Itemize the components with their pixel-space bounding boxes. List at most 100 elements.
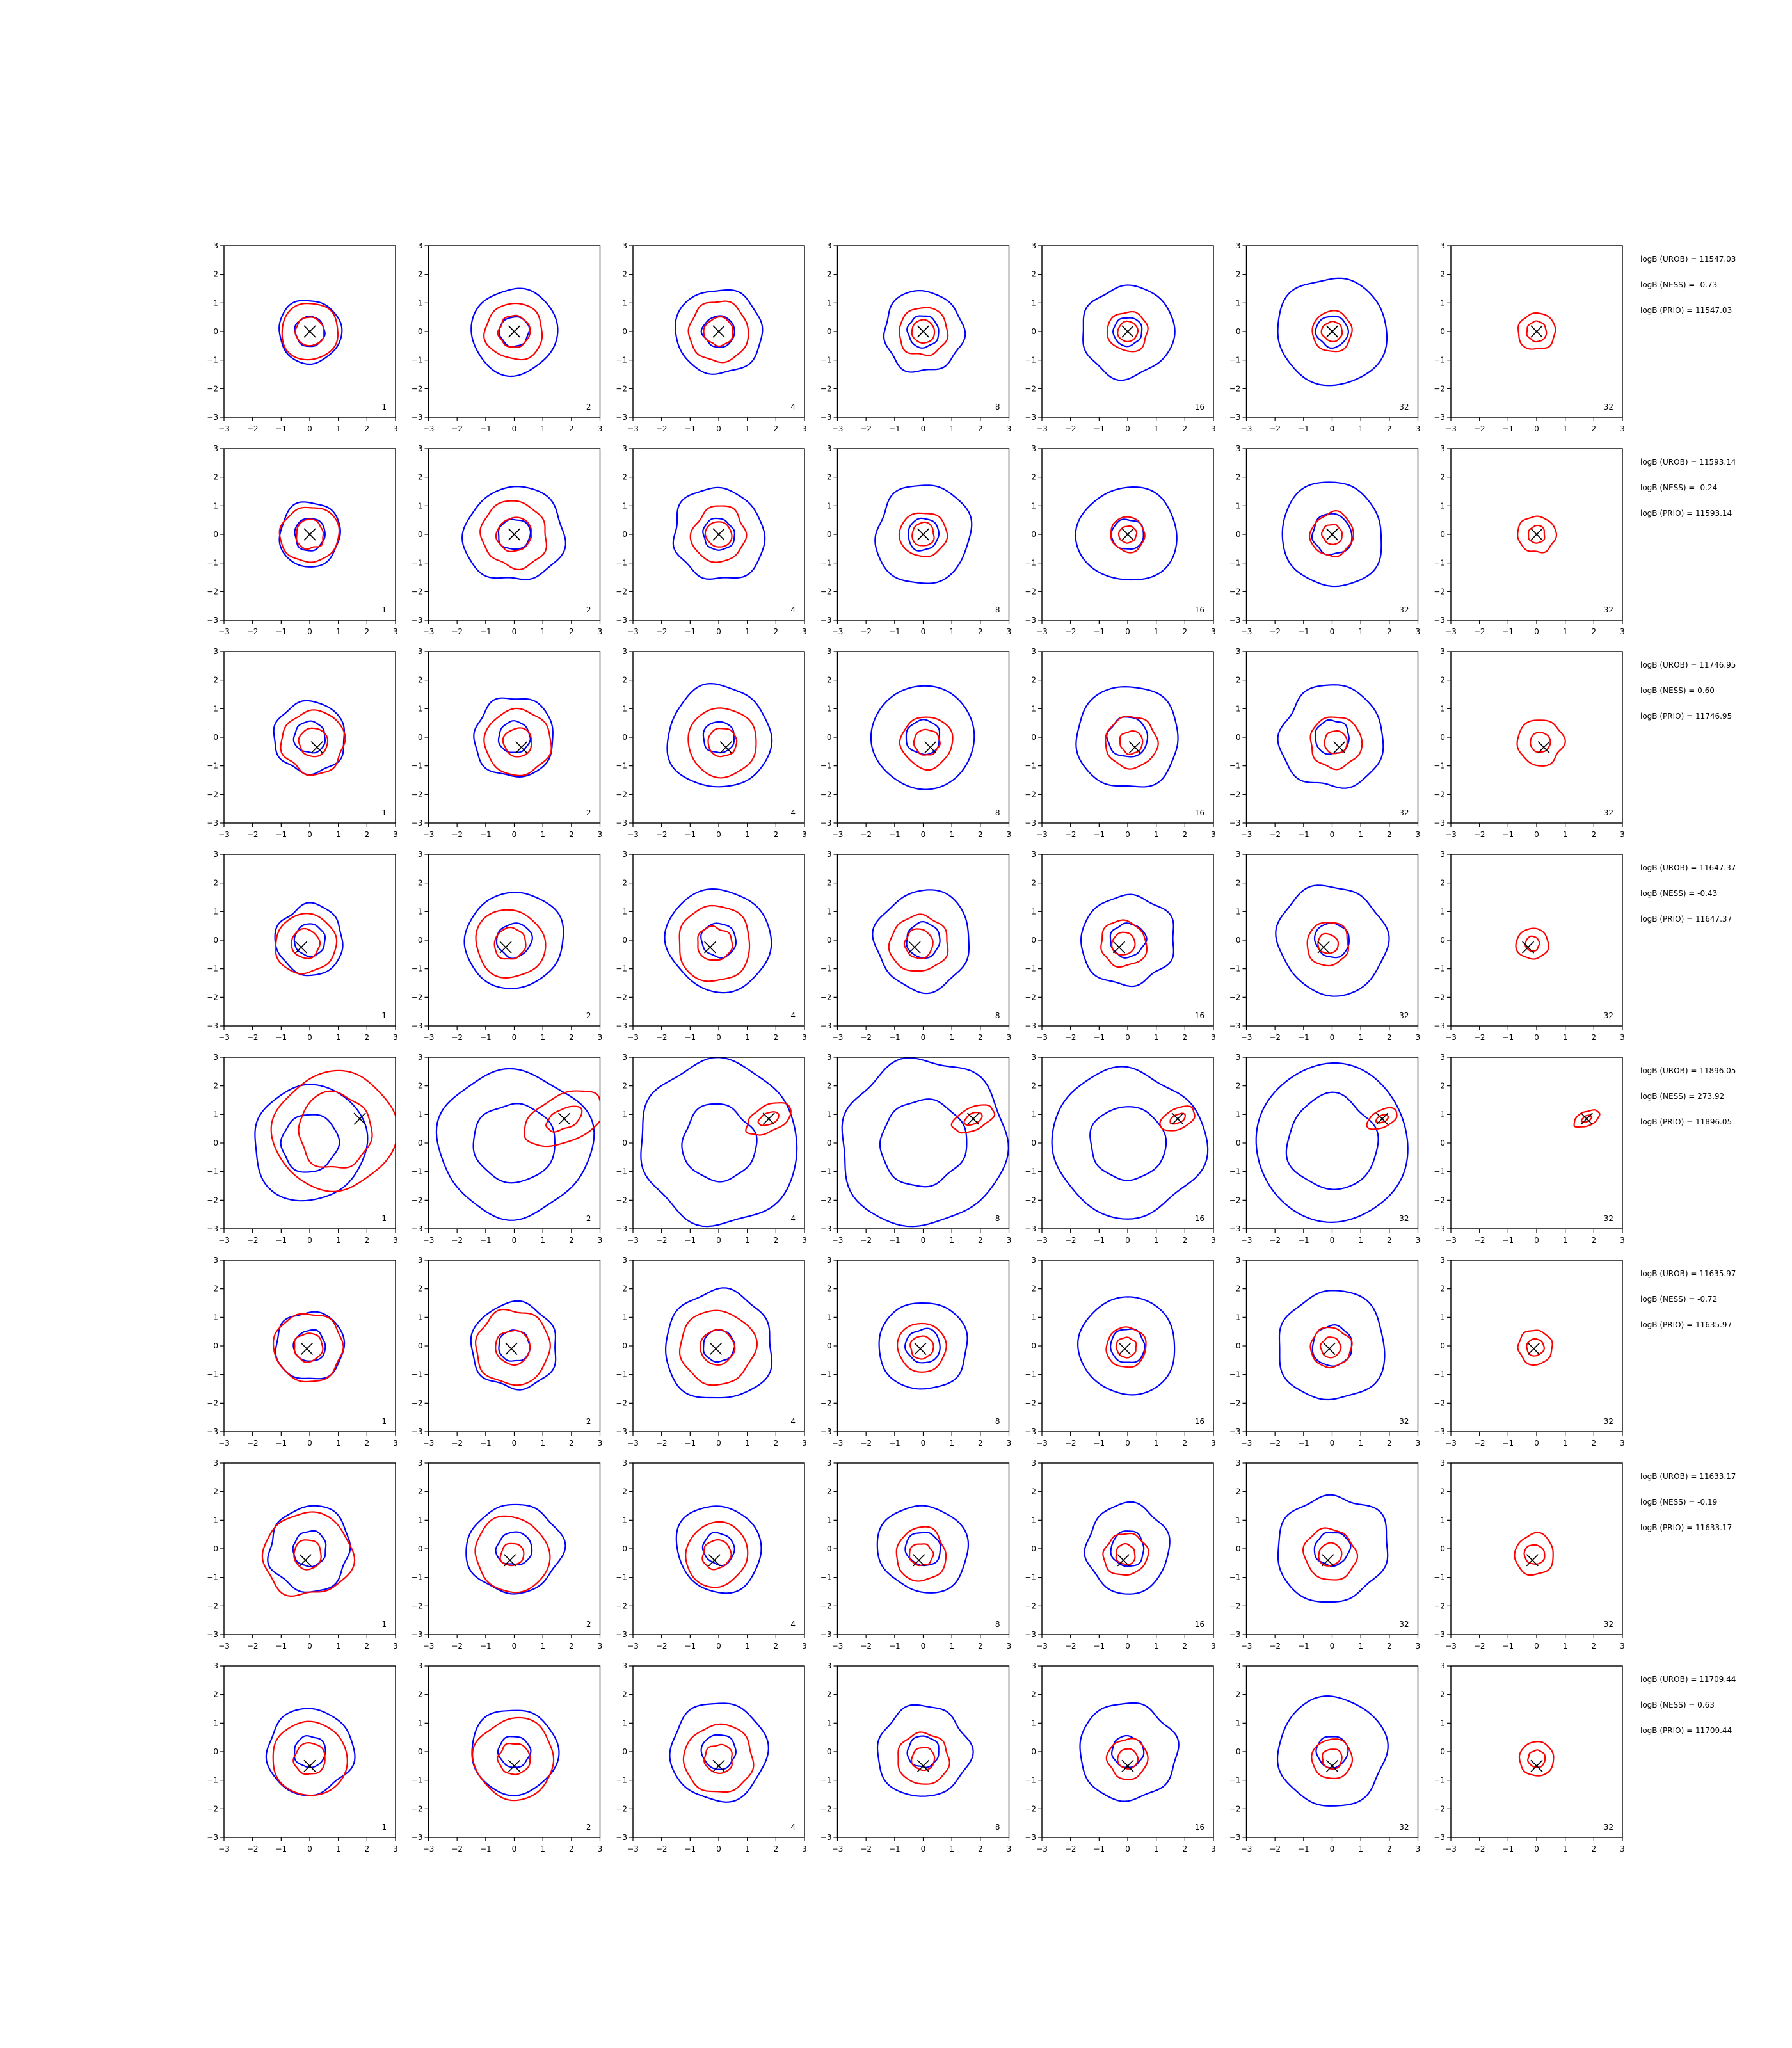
panel-column-label: 8 [995,1011,1000,1020]
x-tick-label: 0 [512,1033,517,1042]
x-tick-label: 2 [569,1844,574,1853]
blue-contour [702,517,735,551]
plot-area [470,1300,557,1391]
panel-column-label: 32 [1399,605,1409,614]
y-tick-label: −3 [1025,1224,1036,1233]
stats-row-7: logB (UROB) = 11633.17 logB (NESS) = -0.1… [1640,1472,1736,1532]
x-tick-label: −3 [627,1642,639,1651]
x-tick-label: −1 [1093,1033,1105,1042]
x-tick-label: 3 [393,1439,398,1448]
panel-r5-c7: −3−3 −2 −2 −1 −1 0 0 1 1 2 2 3 3 32 [1434,1053,1625,1245]
y-tick-label: 1 [827,1718,832,1727]
x-tick-label: −1 [889,424,900,433]
true-value-marker [1121,1759,1134,1772]
y-tick-label: −2 [616,1196,627,1204]
y-tick-label: 0 [418,1341,423,1350]
red-contour [1528,524,1546,544]
x-tick-label: 2 [569,1642,574,1651]
y-tick-label: 1 [418,501,423,510]
panel-r5-c5: −3−3 −2 −2 −1 −1 0 0 1 1 2 2 3 3 16 [1025,1053,1216,1245]
y-tick-label: 1 [418,907,423,916]
y-tick-label: −2 [412,993,423,1002]
blue-contour [1084,1501,1171,1595]
x-tick-label: 0 [1125,830,1130,839]
y-tick-label: 1 [1440,298,1445,307]
y-tick-label: −2 [820,1398,832,1407]
x-tick-label: 1 [1563,1033,1568,1042]
red-contour [1119,730,1144,756]
x-tick-label: −3 [1445,1236,1457,1245]
blue-contour [1089,1106,1167,1181]
x-tick-label: 0 [512,1439,517,1448]
x-tick-label: −3 [627,627,639,636]
y-tick-label: 3 [213,1459,218,1468]
y-tick-label: −2 [1025,1601,1036,1610]
true-value-marker [916,1759,930,1772]
y-tick-label: 0 [1031,1139,1036,1148]
y-tick-label: −2 [1229,790,1241,799]
x-tick-label: 1 [1358,1844,1363,1853]
y-tick-label: −1 [1434,1370,1445,1379]
x-tick-label: −2 [1065,1642,1076,1651]
y-tick-label: 3 [622,1661,627,1670]
x-tick-label: −3 [832,1033,844,1042]
stats-row-2: logB (UROB) = 11593.14 logB (NESS) = -0.2… [1640,458,1736,518]
x-tick-label: −1 [1298,1844,1309,1853]
blue-contour [1075,686,1179,788]
y-tick-label: 0 [622,733,627,742]
y-tick-label: 3 [622,1053,627,1062]
y-tick-label: 2 [1440,676,1445,685]
y-tick-label: 0 [622,1544,627,1553]
blue-contour [293,923,326,958]
red-contour [293,1332,324,1364]
blue-contour [1278,1290,1386,1401]
x-tick-label: 2 [1592,830,1597,839]
x-tick-label: 3 [598,627,603,636]
red-contour [272,1313,344,1383]
y-tick-label: 2 [1031,270,1036,279]
y-tick-label: −1 [1025,356,1036,365]
panel-r7-c7: −3−3 −2 −2 −1 −1 0 0 1 1 2 2 3 3 32 [1434,1459,1625,1651]
x-tick-label: −3 [423,1642,435,1651]
panel-column-label: 2 [586,1823,591,1832]
x-tick-label: 0 [1330,1033,1335,1042]
x-tick-label: 1 [540,1236,545,1245]
y-tick-label: 2 [418,1082,423,1091]
y-tick-label: 3 [1236,850,1241,859]
y-tick-label: 2 [622,1082,627,1091]
panel-column-label: 2 [586,605,591,614]
y-tick-label: 2 [1440,1082,1445,1091]
true-value-marker [505,1342,518,1356]
y-tick-label: 1 [1236,1313,1241,1322]
red-contour [909,1335,934,1360]
x-tick-label: 3 [1416,1236,1421,1245]
plot-area [1084,1501,1171,1595]
y-tick-label: 3 [418,1256,423,1265]
y-tick-label: 0 [1236,1341,1241,1350]
y-tick-label: −2 [820,384,832,393]
plot-area [465,1503,566,1595]
y-tick-label: 0 [1031,327,1036,336]
x-tick-label: −3 [218,1642,230,1651]
y-tick-label: 2 [622,879,627,888]
x-tick-label: 2 [1183,1033,1188,1042]
y-tick-label: 0 [1440,733,1445,742]
x-tick-label: −2 [1065,1439,1076,1448]
red-contour [963,1111,983,1126]
x-tick-label: −3 [1241,424,1252,433]
x-tick-label: 0 [307,1642,312,1651]
y-tick-label: −3 [1229,819,1241,828]
y-tick-label: 3 [827,1661,832,1670]
x-tick-label: 3 [802,1642,807,1651]
blue-contour [294,518,326,552]
x-tick-label: 1 [745,1439,750,1448]
y-tick-label: 0 [827,936,832,945]
red-contour [1306,922,1350,967]
x-tick-label: −2 [247,1439,259,1448]
x-tick-label: −3 [1241,830,1252,839]
panel-column-label: 1 [381,1011,387,1020]
logb-stat: logB (UROB) = 11709.44 [1640,1675,1736,1684]
y-tick-label: 2 [1236,473,1241,482]
y-tick-label: 3 [213,850,218,859]
panel-r3-c6: −3−3 −2 −2 −1 −1 0 0 1 1 2 2 3 3 32 [1229,647,1421,839]
